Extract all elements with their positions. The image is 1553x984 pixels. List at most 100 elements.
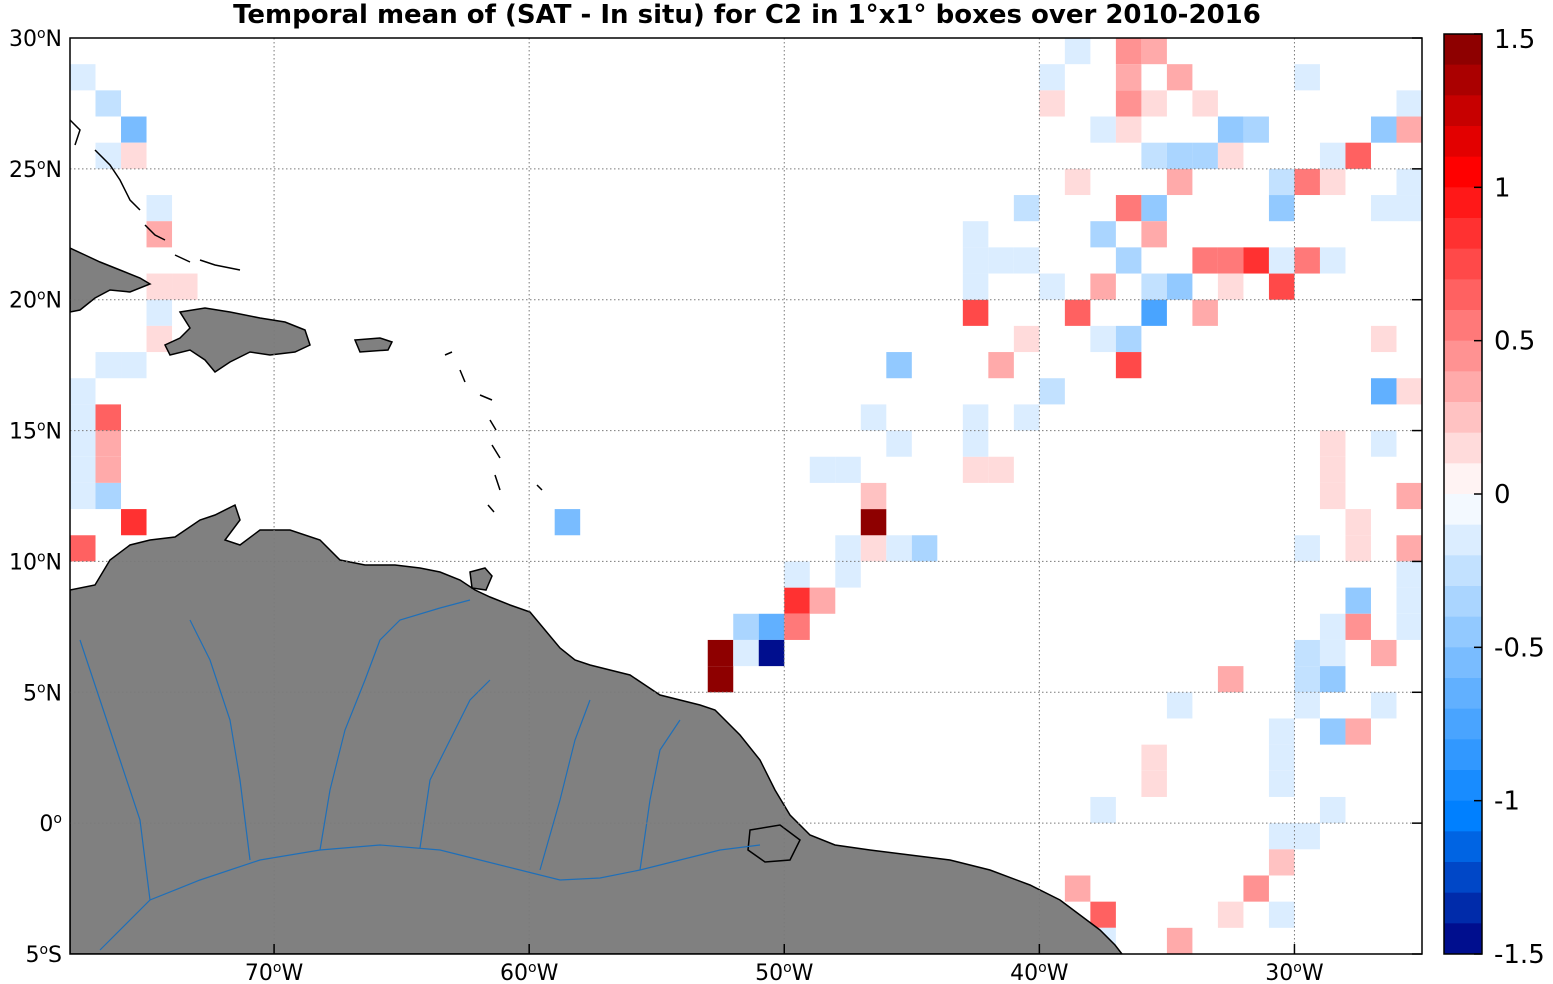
data-cell — [1090, 221, 1116, 248]
data-cell — [962, 273, 989, 300]
bahamas-coast — [70, 119, 241, 271]
data-cell — [988, 247, 1014, 274]
data-cell — [1319, 168, 1346, 196]
trinidad-land — [469, 567, 493, 591]
data-cell — [1141, 273, 1167, 300]
data-cell — [1319, 796, 1346, 824]
data-cell — [1166, 168, 1193, 196]
hispaniola-land — [163, 307, 311, 373]
data-cell — [1217, 116, 1244, 143]
data-cell — [70, 430, 96, 457]
colorbar-step — [1444, 862, 1482, 894]
data-cell — [1370, 692, 1397, 719]
data-cell — [1217, 666, 1244, 693]
data-cell — [1345, 535, 1371, 562]
data-cell — [1294, 823, 1320, 850]
data-cell — [1166, 273, 1193, 300]
data-cell — [1039, 378, 1065, 405]
data-cell — [1217, 142, 1244, 169]
data-cell — [911, 535, 938, 562]
colorbar-step — [1444, 800, 1482, 832]
data-cell — [1268, 823, 1295, 850]
data-cell — [1064, 875, 1091, 902]
data-cell — [95, 352, 122, 379]
data-cell — [121, 352, 147, 379]
data-cell — [1370, 378, 1397, 405]
y-axis-ticks: 30oN 25oN 20oN 15oN 10oN 5oN 0o 5oS — [9, 26, 1422, 968]
colorbar: 1.5 1 0.5 0 -0.5 -1 -1.5 — [1443, 25, 1545, 970]
data-cell — [962, 404, 989, 431]
data-cell — [1115, 90, 1142, 117]
data-cell — [1370, 195, 1397, 222]
colorbar-step — [1444, 586, 1482, 618]
data-cell — [1294, 247, 1320, 274]
data-cell — [70, 535, 96, 562]
colorbar-step — [1444, 432, 1482, 464]
data-cell — [1115, 116, 1142, 143]
data-cell — [860, 509, 887, 536]
data-cell — [1192, 90, 1218, 117]
data-cell — [1345, 142, 1371, 169]
data-cell — [1396, 168, 1422, 196]
data-cell — [1396, 535, 1422, 562]
cuba-land — [70, 247, 152, 313]
colorbar-step — [1444, 340, 1482, 372]
data-cell — [1166, 927, 1193, 954]
data-cell — [1115, 247, 1142, 274]
data-cell — [1141, 38, 1167, 65]
data-cell — [1268, 195, 1295, 222]
data-cell — [1243, 116, 1269, 143]
data-cell — [707, 639, 734, 667]
data-cell — [1319, 142, 1346, 169]
colorbar-step — [1444, 156, 1482, 188]
data-cell — [146, 221, 173, 248]
data-cell — [1396, 116, 1422, 143]
data-cell — [1319, 666, 1346, 693]
x-tick-label: 60oW — [500, 960, 559, 984]
colorbar-step — [1444, 923, 1482, 955]
data-cell — [70, 404, 96, 431]
data-cell — [835, 561, 861, 588]
data-cell — [1217, 901, 1244, 928]
data-cell — [1370, 639, 1397, 667]
colorbar-tick-label: 1 — [1494, 173, 1511, 203]
x-axis-ticks: 70oW 60oW 50oW 40oW 30oW — [245, 944, 1324, 984]
data-cell — [784, 613, 810, 640]
data-cell — [1039, 90, 1065, 117]
x-tick-label: 40oW — [1010, 960, 1069, 984]
data-cell — [1268, 744, 1295, 771]
y-tick-label: 5oN — [23, 680, 62, 706]
data-cell — [1192, 299, 1218, 326]
data-cell — [70, 378, 96, 405]
colorbar-tick-label: -1.5 — [1494, 940, 1545, 970]
data-cell — [1319, 482, 1346, 510]
data-cell — [886, 430, 912, 457]
data-cell — [1090, 796, 1116, 824]
data-cell — [1141, 195, 1167, 222]
data-cell — [962, 456, 989, 483]
data-cell — [1090, 116, 1116, 143]
data-cell — [1319, 456, 1346, 483]
data-cell — [1345, 587, 1371, 614]
data-cell — [146, 273, 173, 300]
data-cell — [1319, 718, 1346, 745]
data-cell — [784, 587, 810, 614]
data-cell — [707, 666, 734, 693]
data-cell — [1396, 195, 1422, 222]
data-cell — [886, 535, 912, 562]
y-tick-label: 30oN — [9, 26, 62, 52]
data-cell — [95, 430, 122, 457]
data-cell — [1294, 168, 1320, 196]
data-cell — [988, 352, 1014, 379]
data-cell — [1115, 38, 1142, 65]
data-cell — [1141, 221, 1167, 248]
data-cell — [988, 456, 1014, 483]
data-cell — [1115, 352, 1142, 379]
data-cell — [1268, 718, 1295, 745]
data-cell — [1243, 247, 1269, 274]
data-cell — [1243, 875, 1269, 902]
data-cell — [758, 639, 785, 667]
plot-frame — [69, 37, 1423, 955]
data-cell — [1064, 299, 1091, 326]
data-cell — [1090, 325, 1116, 353]
